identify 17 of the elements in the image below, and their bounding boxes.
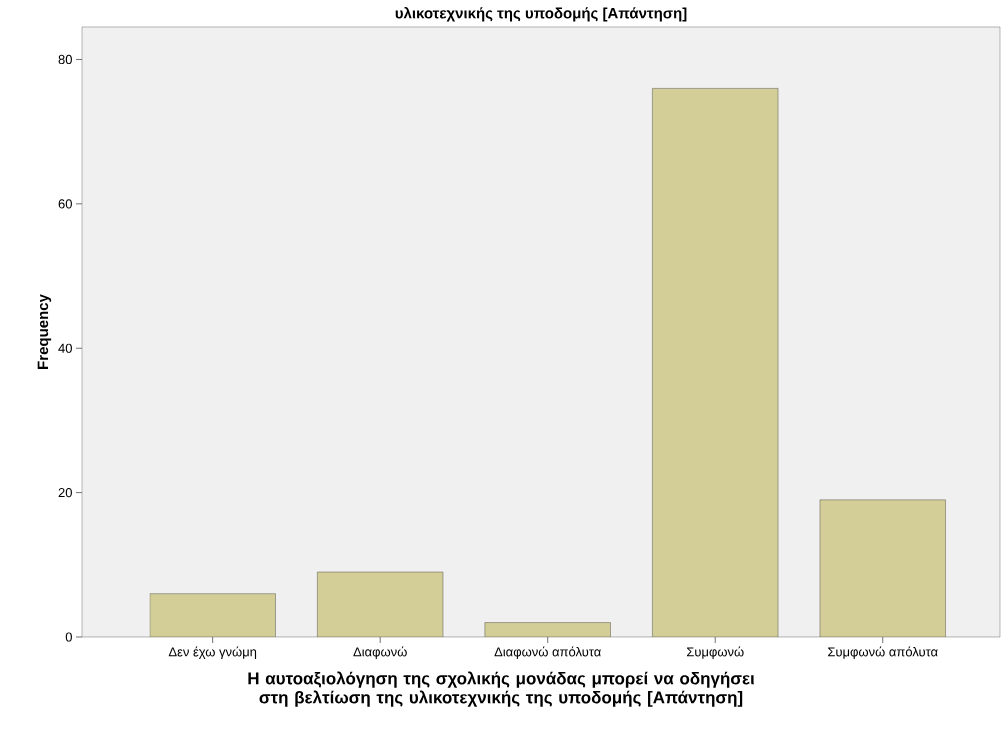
y-tick-label: 0 [65,632,72,642]
y-tick-label: 60 [58,199,72,209]
chart-title: υλικοτεχνικής της υποδομής [Απάντηση] [395,7,687,22]
y-tick-label: 40 [58,343,72,353]
y-tick-label: 80 [58,54,72,65]
y-axis-title: Frequency [37,294,52,369]
x-tick-label: Διαφωνώ [353,646,407,660]
x-axis-title: Η αυτοαξιολόγηση της σχολικής μονάδας μπορεί να οδηγήσει στη βελτίωση της υλικοτεχνικής της υποδομής [Απάντηση] [248,671,755,707]
bar [149,593,276,637]
x-tick-label: Διαφωνώ απόλυτα [494,646,601,660]
bar [317,571,444,637]
y-tick-label: 20 [58,488,72,498]
bar [819,499,946,637]
x-tick-label: Συμφωνώ [686,646,744,660]
bar [652,88,779,637]
x-tick-label: Δεν έχω γνώμη [168,646,257,660]
x-tick-label: Συμφωνώ απόλυτα [828,646,938,660]
